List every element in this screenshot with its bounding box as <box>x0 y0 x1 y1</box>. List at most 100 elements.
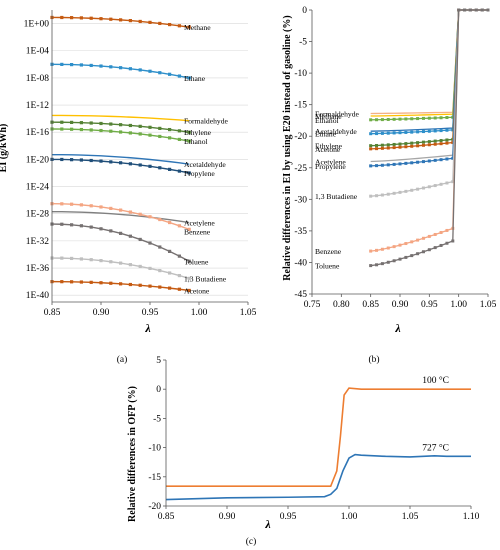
data-point-a-methane <box>158 21 162 26</box>
data-point-b-ethane <box>404 130 408 134</box>
data-point-b-ethane <box>439 129 443 133</box>
data-point-b-toluene <box>463 8 467 12</box>
data-point-a-1-3-butadiene <box>99 259 103 263</box>
data-point-a-acetone <box>177 287 181 291</box>
y-tick-label-b: 0 <box>302 6 307 16</box>
data-point-a-propylene <box>60 157 64 162</box>
data-point-a-ethanol <box>109 129 113 133</box>
data-point-b-ethane <box>392 131 396 135</box>
y-tick-label-b: -20 <box>294 132 307 142</box>
data-point-a-methane <box>89 16 93 20</box>
x-tick-label-c: 1.05 <box>402 512 419 522</box>
x-tick-label-a: 0.85 <box>44 308 61 318</box>
series-label-a-methane: Methane <box>184 23 211 32</box>
data-point-a-ethane <box>177 74 181 78</box>
series-label-a-benzene: Benzene <box>184 228 211 237</box>
data-point-b-ethanol <box>398 117 402 121</box>
data-point-a-methane <box>187 25 191 29</box>
series-a-propylene <box>50 157 191 175</box>
data-point-a-toluene <box>187 259 191 263</box>
data-point-a-propylene <box>168 167 172 171</box>
series-label-b-acetylene: Acetylene <box>315 157 346 166</box>
x-tick-label-c: 1.00 <box>341 512 358 522</box>
data-point-a-ethane <box>70 63 74 67</box>
y-tick-label-a: 1E-12 <box>26 101 49 111</box>
data-point-a-benzene <box>177 224 181 228</box>
data-point-b-acetone <box>416 144 420 148</box>
data-point-b-1-3-butadiene <box>386 192 390 196</box>
x-tick-label-c: 0.95 <box>280 512 297 522</box>
chart-panel-b: 0 -5 -10 -15 -20 -25 -30 -35 -40 -450.75 0.80 0.85 0… <box>282 6 497 365</box>
data-point-a-1-3-butadiene <box>89 258 93 262</box>
series-label-b-ethane: Ethane <box>315 130 337 139</box>
data-point-b-propylene <box>404 161 408 165</box>
series-label-a-propylene: Propylene <box>184 169 215 178</box>
data-point-b-1-3-butadiene <box>375 194 379 198</box>
data-point-a-methane <box>138 19 142 24</box>
series-a-ethane <box>50 62 191 80</box>
data-point-a-ethanol <box>89 128 93 132</box>
data-point-a-toluene <box>109 229 113 233</box>
data-point-a-toluene <box>79 224 83 228</box>
data-point-a-acetone <box>128 282 132 287</box>
data-point-b-benzene <box>410 240 414 244</box>
data-point-a-ethylene <box>109 122 113 126</box>
series-c-727-c <box>165 453 471 501</box>
series-line-a-toluene <box>51 223 190 262</box>
data-point-a-acetone <box>60 280 64 284</box>
series-b-ethanol <box>369 8 490 122</box>
data-point-b-benzene <box>392 245 396 249</box>
data-point-a-1-3-butadiene <box>148 266 152 271</box>
data-point-a-methane <box>79 16 83 20</box>
data-point-b-propylene <box>439 158 443 162</box>
data-point-b-ethane <box>427 129 431 133</box>
series-a-acetone <box>50 280 191 293</box>
series-label-b-acetone: Acetone <box>315 145 341 154</box>
data-point-b-ethylene <box>410 141 414 145</box>
data-point-a-ethanol <box>138 132 142 136</box>
data-point-b-benzene <box>427 234 431 238</box>
y-tick-label-b: -5 <box>299 38 307 48</box>
data-point-a-acetone <box>89 280 93 284</box>
data-point-a-ethylene <box>148 125 152 129</box>
data-point-a-benzene <box>79 203 83 207</box>
series-label-a-toluene: Toluene <box>184 257 209 266</box>
data-point-b-propylene <box>433 158 437 162</box>
data-point-a-propylene <box>177 169 181 173</box>
series-a-benzene <box>50 202 191 231</box>
x-tick-label-c: 0.90 <box>219 512 236 522</box>
data-point-b-ethane <box>398 131 402 135</box>
data-point-b-1-3-butadiene <box>369 194 373 198</box>
data-point-a-ethylene <box>99 121 103 126</box>
data-point-b-ethanol <box>421 116 425 120</box>
data-point-b-toluene <box>474 8 478 12</box>
y-tick-label-a: 1E-36 <box>26 264 49 274</box>
series-line-a-formaldehyde <box>51 114 190 122</box>
data-point-b-benzene <box>439 230 443 234</box>
series-line-b-ethylene <box>370 9 488 147</box>
data-point-b-toluene <box>457 8 461 12</box>
data-point-a-1-3-butadiene <box>119 261 123 265</box>
data-point-a-ethanol <box>128 131 132 135</box>
series-a-toluene <box>50 222 191 263</box>
data-point-b-1-3-butadiene <box>410 188 414 192</box>
data-point-a-ethane <box>79 63 83 67</box>
data-point-a-ethane <box>119 66 123 70</box>
data-point-a-methane <box>168 22 172 27</box>
data-point-b-ethylene <box>445 138 449 142</box>
series-label-a-ethanol: Ethanol <box>184 137 208 146</box>
series-a-formaldehyde <box>51 114 190 122</box>
data-point-b-acetone <box>392 146 396 150</box>
data-point-a-propylene <box>138 163 142 167</box>
data-point-b-ethylene <box>421 140 425 144</box>
data-point-a-ethanol <box>148 133 152 137</box>
data-point-a-toluene <box>177 254 181 258</box>
x-tick-label-a: 0.95 <box>142 308 159 318</box>
series-label-a-acetone: Acetone <box>184 286 210 295</box>
series-label-b-1-3-butadiene: 1,3 Butadiene <box>315 192 358 201</box>
y-tick-label-b: -35 <box>294 227 307 237</box>
data-point-a-propylene <box>158 166 162 170</box>
data-point-b-propylene <box>386 163 390 167</box>
y-tick-label-a: 1E+00 <box>24 20 50 30</box>
y-tick-label-b: -10 <box>294 69 307 79</box>
